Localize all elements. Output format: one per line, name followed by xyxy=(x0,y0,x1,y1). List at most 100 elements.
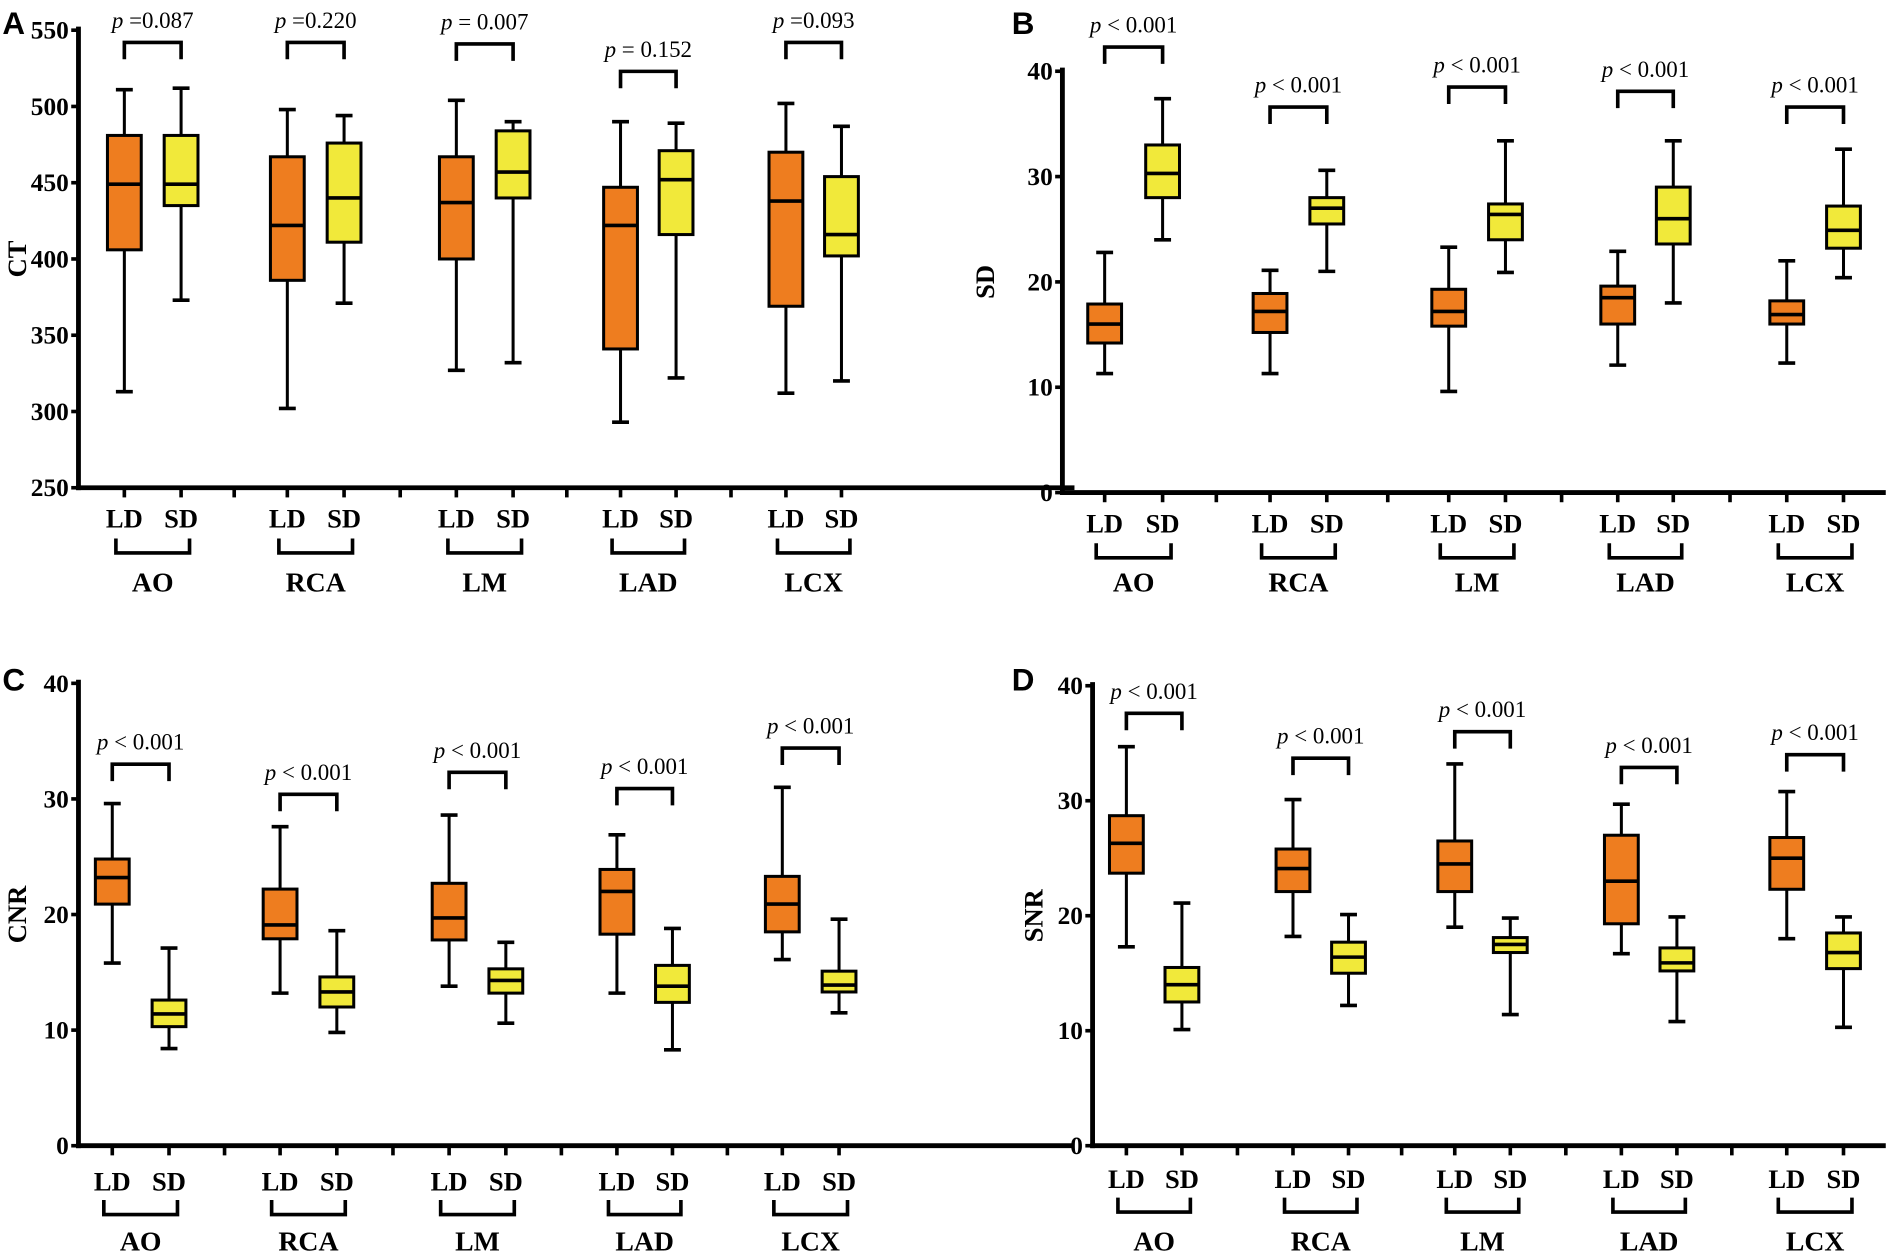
significance-bracket xyxy=(1615,89,1676,109)
box-ld xyxy=(1436,839,1474,894)
p-symbol: p xyxy=(603,37,622,62)
y-tick-label: 400 xyxy=(31,245,69,273)
x-tick-label: LD xyxy=(767,504,804,534)
y-axis-label: CNR xyxy=(2,885,32,943)
x-tick-label: LD xyxy=(1430,508,1467,538)
group-label: AO xyxy=(120,1227,162,1258)
group-bracket xyxy=(610,538,687,555)
x-tick-label: SD xyxy=(1488,508,1522,538)
group-bracket xyxy=(1776,543,1854,560)
p-symbol: p xyxy=(273,8,292,33)
x-tick-label: LD xyxy=(1252,508,1289,538)
box-sd xyxy=(162,133,200,208)
group-label: LCX xyxy=(1786,568,1845,599)
p-value: < 0.001 xyxy=(1789,720,1859,745)
significance-bracket xyxy=(1268,105,1329,124)
group-bracket xyxy=(438,1200,517,1217)
p-value-label: p < 0.001 xyxy=(1769,73,1858,98)
p-value-label: p = 0.152 xyxy=(603,37,692,62)
y-tick-label: 10 xyxy=(1058,1017,1083,1045)
significance-bracket xyxy=(1452,729,1513,749)
p-value-label: p < 0.001 xyxy=(1603,733,1692,758)
x-tick-label: LD xyxy=(1768,1164,1805,1194)
p-value: < 0.001 xyxy=(114,730,184,755)
group-label: LAD xyxy=(1616,568,1675,599)
group-bracket xyxy=(1607,543,1684,560)
p-symbol: p xyxy=(1603,733,1622,758)
box-sd xyxy=(1308,196,1346,226)
group-lcx: LD SD p =0.093 LCX xyxy=(767,8,860,599)
group-rca: LD SD p =0.220 RCA xyxy=(269,8,403,599)
y-tick-label: 20 xyxy=(43,901,68,929)
y-tick-label: 300 xyxy=(31,398,69,426)
p-value: < 0.001 xyxy=(1789,73,1859,98)
group-label: LAD xyxy=(1620,1227,1679,1258)
x-tick-label: LD xyxy=(1599,508,1636,538)
box-ld xyxy=(261,887,299,941)
y-tick-label: 40 xyxy=(1058,672,1083,700)
y-tick-label: 20 xyxy=(1027,268,1052,296)
significance-bracket xyxy=(454,42,515,61)
x-tick-label: SD xyxy=(1493,1164,1527,1194)
y-tick-label: 30 xyxy=(43,785,68,813)
p-symbol: p xyxy=(432,738,451,763)
group-bracket xyxy=(1259,543,1338,560)
p-value-label: p =0.220 xyxy=(273,8,357,33)
group-label: LCX xyxy=(781,1227,840,1258)
group-bracket xyxy=(1611,1197,1688,1214)
significance-bracket xyxy=(110,762,171,782)
y-tick-label: 10 xyxy=(43,1017,68,1045)
p-value-label: p < 0.001 xyxy=(432,738,521,763)
significance-bracket xyxy=(122,40,183,60)
y-axis-label: SD xyxy=(970,265,1000,299)
p-value-label: p < 0.001 xyxy=(1431,53,1520,78)
significance-bracket xyxy=(1784,752,1846,772)
group-lad: LD SD p < 0.001 LAD xyxy=(1603,733,1734,1258)
group-bracket xyxy=(269,1200,348,1217)
significance-bracket xyxy=(1291,756,1351,776)
group-bracket xyxy=(775,538,852,555)
group-label: LCX xyxy=(784,568,843,599)
x-tick-label: SD xyxy=(655,1166,689,1196)
x-tick-label: SD xyxy=(1332,1164,1366,1194)
y-tick-label: 0 xyxy=(56,1132,69,1160)
p-symbol: p xyxy=(1275,724,1294,749)
y-tick-label: 0 xyxy=(1040,479,1053,507)
y-axis-label: SNR xyxy=(1018,888,1048,942)
y-tick-label: 40 xyxy=(43,670,68,698)
group-lad: LD SD p < 0.001 LAD xyxy=(1599,57,1732,599)
group-bracket xyxy=(1116,1197,1193,1214)
group-label: AO xyxy=(132,568,174,599)
box-ld xyxy=(437,155,475,261)
x-tick-label: SD xyxy=(1146,508,1180,538)
box-sd xyxy=(1487,202,1524,242)
box-sd xyxy=(1658,946,1696,973)
box-ld xyxy=(1768,836,1806,891)
x-tick-label: SD xyxy=(327,504,361,534)
p-symbol: p xyxy=(95,730,114,755)
significance-bracket xyxy=(1619,765,1679,785)
group-ao: LD SD p =0.087 AO xyxy=(106,8,237,599)
p-symbol: p xyxy=(1253,73,1272,98)
box-ld xyxy=(598,867,636,936)
p-value-label: p < 0.001 xyxy=(1088,13,1177,38)
panel-letter: D xyxy=(1012,663,1035,698)
significance-bracket xyxy=(1784,105,1846,124)
y-tick-label: 250 xyxy=(31,474,69,502)
group-lm: LD SD p < 0.001 LM xyxy=(1436,697,1568,1258)
x-tick-label: LD xyxy=(1603,1164,1640,1194)
group-label: LM xyxy=(1460,1227,1505,1258)
p-value: =0.087 xyxy=(129,8,194,33)
p-value: < 0.001 xyxy=(1451,53,1521,78)
significance-bracket xyxy=(285,40,346,60)
x-tick-label: LD xyxy=(1275,1164,1312,1194)
group-rca: LD SD p < 0.001 RCA xyxy=(1275,724,1404,1258)
significance-bracket xyxy=(1102,45,1165,64)
p-value-label: p < 0.001 xyxy=(1275,724,1364,749)
box-ld xyxy=(430,881,468,942)
panel-letter: A xyxy=(2,6,25,41)
box-sd xyxy=(657,149,695,237)
p-value-label: p < 0.001 xyxy=(1769,720,1858,745)
x-tick-label: SD xyxy=(320,1166,354,1196)
